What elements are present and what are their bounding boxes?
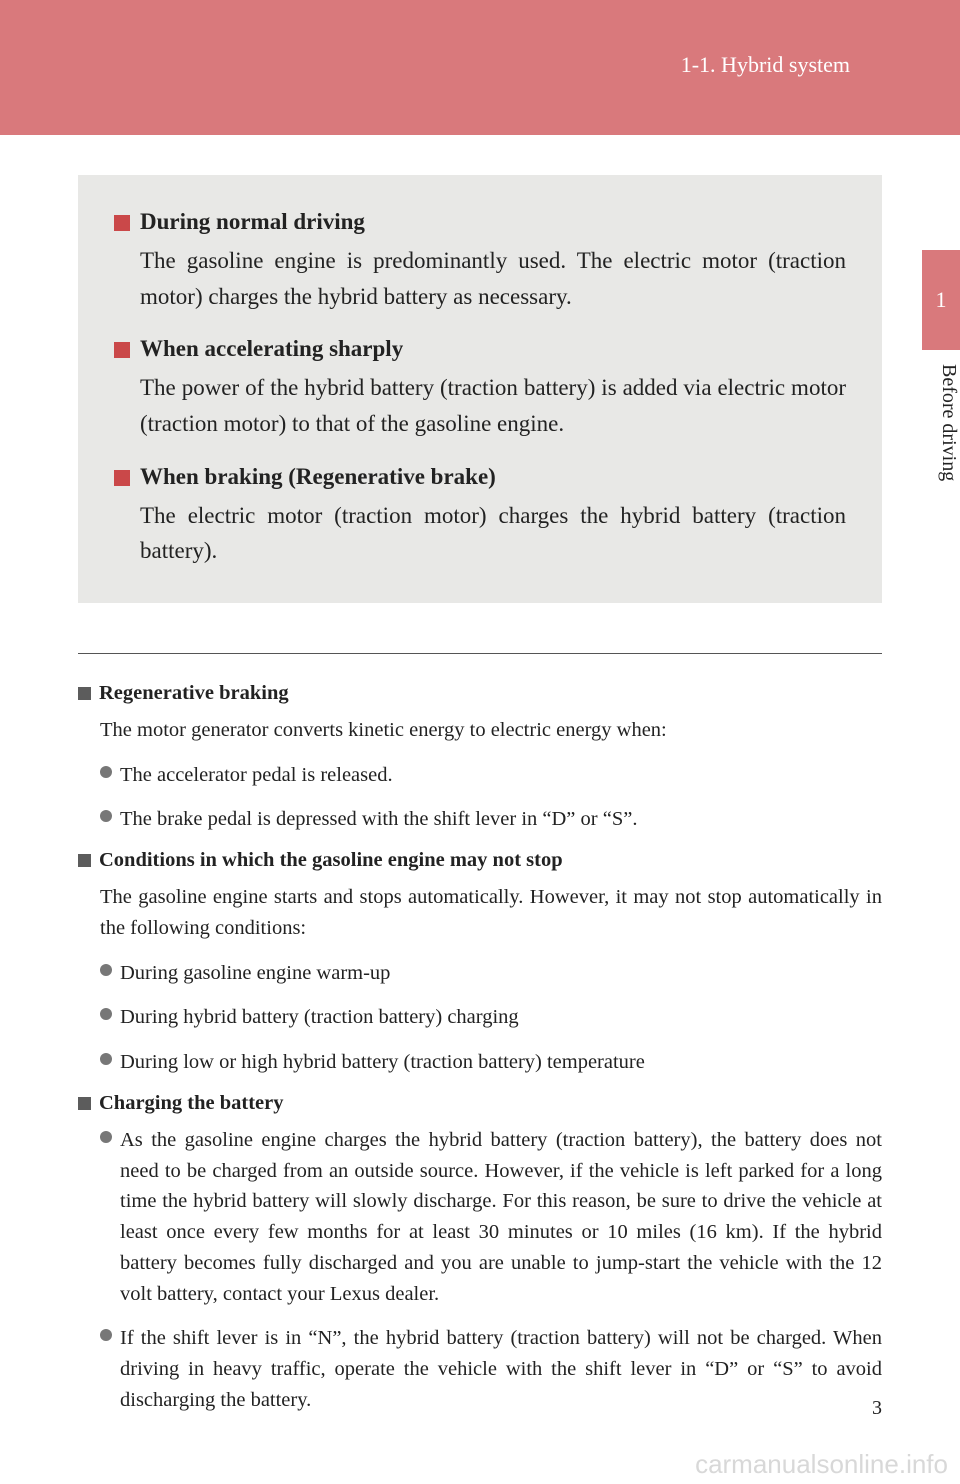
bullet-text: The accelerator pedal is released.	[120, 760, 393, 791]
gray-square-icon	[78, 687, 91, 700]
bullet-item: The brake pedal is depressed with the sh…	[100, 804, 882, 835]
sub-title: Charging the battery	[99, 1092, 283, 1115]
red-square-icon	[114, 215, 130, 231]
bullet-text: The brake pedal is depressed with the sh…	[120, 804, 637, 835]
item-body: The electric motor (traction motor) char…	[140, 498, 846, 569]
gray-square-icon	[78, 854, 91, 867]
gray-square-icon	[78, 1097, 91, 1110]
bullet-item: During gasoline engine warm-up	[100, 958, 882, 989]
item-title: When accelerating sharply	[140, 336, 403, 362]
sub-header: Regenerative braking	[78, 682, 882, 705]
bullet-item: If the shift lever is in “N”, the hybrid…	[100, 1323, 882, 1415]
bullet-item: During low or high hybrid battery (tract…	[100, 1047, 882, 1078]
bullet-text: During low or high hybrid battery (tract…	[120, 1047, 645, 1078]
watermark: carmanualsonline.info	[695, 1449, 948, 1480]
item-header: During normal driving	[114, 209, 846, 235]
chapter-label: Before driving	[922, 360, 960, 560]
bullet-item: The accelerator pedal is released.	[100, 760, 882, 791]
item-header: When braking (Regenerative brake)	[114, 464, 846, 490]
lower-content: Regenerative braking The motor generator…	[78, 682, 882, 1416]
bullet-dot-icon	[100, 1329, 112, 1341]
red-square-icon	[114, 342, 130, 358]
section-title: 1-1. Hybrid system	[681, 52, 850, 78]
sub-header: Charging the battery	[78, 1092, 882, 1115]
item-title: When braking (Regenerative brake)	[140, 464, 496, 490]
bullet-dot-icon	[100, 810, 112, 822]
bullet-text: During gasoline engine warm-up	[120, 958, 390, 989]
header-band: 1-1. Hybrid system	[0, 0, 960, 135]
bullet-dot-icon	[100, 1131, 112, 1143]
sub-body: The motor generator converts kinetic ene…	[100, 715, 882, 746]
divider	[78, 653, 882, 654]
item-header: When accelerating sharply	[114, 336, 846, 362]
sub-header: Conditions in which the gasoline engine …	[78, 849, 882, 872]
sub-body: The gasoline engine starts and stops aut…	[100, 882, 882, 944]
item-body: The gasoline engine is predominantly use…	[140, 243, 846, 314]
bullet-dot-icon	[100, 1008, 112, 1020]
bullet-text: As the gasoline engine charges the hybri…	[120, 1125, 882, 1310]
highlight-box: During normal driving The gasoline engin…	[78, 175, 882, 603]
bullet-item: During hybrid battery (traction battery)…	[100, 1002, 882, 1033]
sub-title: Conditions in which the gasoline engine …	[99, 849, 563, 872]
bullet-item: As the gasoline engine charges the hybri…	[100, 1125, 882, 1310]
red-square-icon	[114, 470, 130, 486]
sub-title: Regenerative braking	[99, 682, 289, 705]
item-body: The power of the hybrid battery (tractio…	[140, 370, 846, 441]
bullet-text: If the shift lever is in “N”, the hybrid…	[120, 1323, 882, 1415]
bullet-dot-icon	[100, 766, 112, 778]
bullet-dot-icon	[100, 964, 112, 976]
item-title: During normal driving	[140, 209, 365, 235]
chapter-tab: 1	[922, 250, 960, 350]
bullet-dot-icon	[100, 1053, 112, 1065]
bullet-text: During hybrid battery (traction battery)…	[120, 1002, 519, 1033]
page-number: 3	[872, 1397, 882, 1420]
